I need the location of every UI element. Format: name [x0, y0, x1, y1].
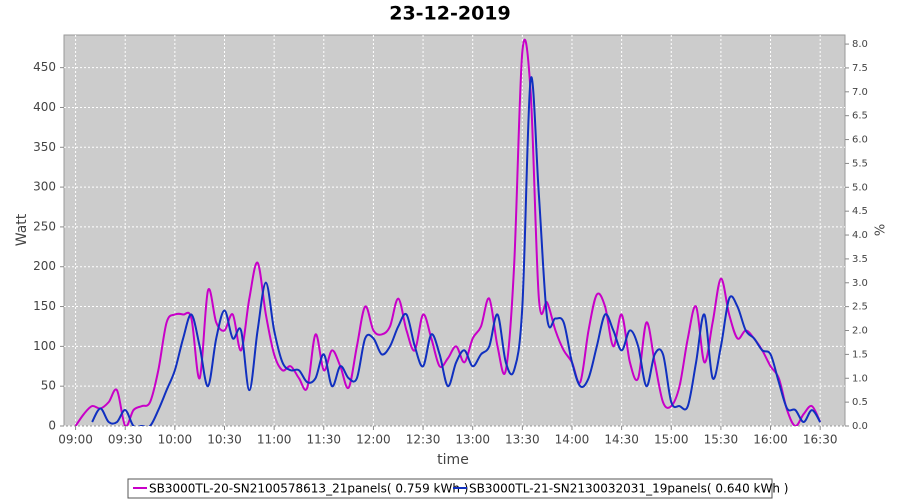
y2-tick-label: 0.0 [852, 421, 868, 432]
x-tick-label: 13:00 [455, 433, 490, 447]
x-tick-label: 12:30 [406, 433, 441, 447]
legend-label: SB3000TL-21-SN2130032031_19panels( 0.640… [469, 482, 788, 496]
x-tick-label: 16:00 [753, 433, 788, 447]
x-tick-label: 14:30 [604, 433, 639, 447]
legend-label: SB3000TL-20-SN2100578613_21panels( 0.759… [149, 482, 468, 496]
y-tick-label: 300 [33, 180, 56, 194]
y-tick-label: 450 [33, 60, 56, 74]
y-tick-label: 200 [33, 259, 56, 273]
y-tick-label: 350 [33, 140, 56, 154]
x-tick-label: 15:00 [654, 433, 689, 447]
x-tick-label: 10:00 [158, 433, 193, 447]
y-tick-label: 150 [33, 299, 56, 313]
y2-tick-label: 8.0 [852, 39, 868, 50]
legend [127, 478, 773, 499]
y2-tick-label: 0.5 [852, 397, 868, 408]
y-tick-label: 400 [33, 100, 56, 114]
y2-tick-label: 4.0 [852, 230, 868, 241]
y2-tick-label: 2.0 [852, 326, 868, 337]
x-tick-label: 09:30 [108, 433, 143, 447]
y2-tick-label: 2.5 [852, 302, 868, 313]
y2-tick-label: 7.5 [852, 63, 868, 74]
x-tick-label: 09:00 [58, 433, 93, 447]
y-tick-label: 0 [48, 419, 56, 433]
plot-area [63, 34, 846, 427]
y-tick-label: 250 [33, 219, 56, 233]
y2-tick-label: 5.5 [852, 158, 868, 169]
y-tick-label: 100 [33, 339, 56, 353]
x-tick-label: 11:00 [257, 433, 292, 447]
y2-tick-label: 1.5 [852, 349, 868, 360]
x-axis-label: time [437, 452, 469, 468]
y-axis-label: Watt [14, 213, 30, 246]
y2-tick-label: 3.5 [852, 254, 868, 265]
x-tick-label: 12:00 [356, 433, 391, 447]
x-tick-label: 14:00 [555, 433, 590, 447]
y2-tick-label: 1.0 [852, 373, 868, 384]
series-line [74, 38, 822, 426]
y2-tick-label: 7.0 [852, 87, 868, 98]
x-tick-label: 15:30 [704, 433, 739, 447]
x-tick-label: 10:30 [207, 433, 242, 447]
y2-tick-label: 4.5 [852, 206, 868, 217]
y2-tick-label: 6.5 [852, 111, 868, 122]
x-tick-label: 13:30 [505, 433, 540, 447]
x-tick-label: 11:30 [306, 433, 341, 447]
chart-title: 23-12-2019 [389, 3, 511, 25]
y-tick-label: 50 [41, 379, 56, 393]
y2-tick-label: 6.0 [852, 135, 868, 146]
y2-axis-label: % [874, 224, 889, 236]
y2-tick-label: 3.0 [852, 278, 868, 289]
y2-tick-label: 5.0 [852, 182, 868, 193]
series-line [91, 76, 822, 426]
x-tick-label: 16:30 [803, 433, 838, 447]
